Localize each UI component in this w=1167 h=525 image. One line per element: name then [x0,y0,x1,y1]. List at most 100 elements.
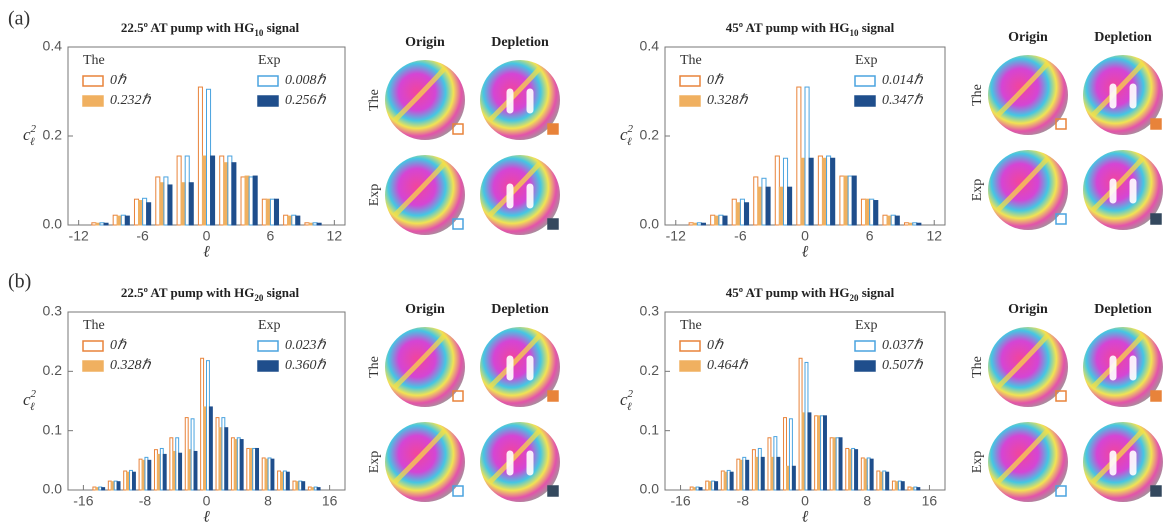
sphere-row-label: The [970,84,985,106]
y-tick-label: 0.0 [640,481,660,497]
legend-group: The [83,53,105,68]
bar [824,416,827,490]
bar [855,450,858,490]
marker-square [1151,391,1161,401]
bar [211,156,215,225]
bar [715,216,719,225]
bar [883,215,887,225]
x-tick-label: 6 [267,228,275,244]
bar [711,215,715,225]
bar [207,89,211,225]
bar [313,223,317,225]
bar [309,223,313,225]
bar [699,488,702,490]
legend-group: The [83,318,105,333]
legend-label: 0ℏ [110,338,127,353]
x-axis-label: ℓ [203,509,210,525]
bar [117,216,121,225]
y-label-sub: ℓ [627,136,632,148]
bar [730,472,733,490]
chart-title: 45º AT pump with HG10 signal [726,20,895,38]
bar [220,156,224,225]
bar [777,457,780,490]
x-axis-label: ℓ [802,509,809,525]
sphere-col-label: Origin [405,302,445,317]
bar [102,488,105,490]
bar [805,87,809,225]
bar [198,87,202,225]
bar [113,215,117,225]
legend-swatch [680,341,700,351]
bar [788,187,792,225]
bar [96,223,100,225]
bar [870,459,873,490]
bar [840,176,844,225]
y-axis-label: c2ℓ [23,388,37,413]
bar [808,413,811,490]
y-tick-label: 0.0 [640,216,660,232]
x-tick-label: 8 [863,493,871,509]
sphere-row-label: Exp [970,451,985,474]
x-tick-label: 12 [327,228,343,244]
y-tick-label: 0.0 [43,481,63,497]
y-tick-label: 0.2 [640,127,660,143]
sphere-col-label: Origin [1008,30,1048,45]
y-tick-label: 0.2 [640,362,660,378]
chart-title: 22.5º AT pump with HG20 signal [121,285,300,303]
bar [284,215,288,225]
bar [286,472,289,490]
bar [754,177,758,225]
y-label-sup: 2 [628,123,634,135]
x-tick-label: -6 [734,228,747,244]
panel-label: (b) [8,271,31,293]
x-tick-label: -6 [136,228,149,244]
sphere-row-label: The [367,356,382,378]
legend-swatch [855,76,875,86]
bar [848,176,852,225]
bar [160,183,164,225]
legend-swatch [258,361,278,371]
bar [870,199,874,225]
bar [117,482,120,490]
legend-label: 0.037ℏ [882,338,924,353]
legend-label: 0.360ℏ [285,358,327,373]
y-tick-label: 0.1 [43,421,63,437]
bar [909,223,913,225]
legend-label: 0.347ℏ [882,93,924,108]
bar [866,199,870,225]
x-tick-label: -8 [139,493,152,509]
marker-square [548,391,558,401]
bar [697,223,701,225]
bar [125,216,129,225]
x-tick-label: 0 [203,228,211,244]
title-text: signal [263,20,299,35]
bar [245,176,249,225]
x-tick-label: -16 [670,493,690,509]
legend-swatch [83,76,103,86]
bar [147,203,151,225]
bar [139,201,143,225]
bar [271,459,274,490]
bar [181,183,185,225]
title-text: 22.5º AT pump with HG [121,20,255,35]
bar [189,183,193,225]
x-tick-label: 16 [922,493,938,509]
x-axis-label: ℓ [802,244,809,261]
bar [177,156,181,225]
legend-swatch [258,76,278,86]
legend-swatch [258,96,278,106]
y-label-sub: ℓ [30,136,35,148]
bar [905,223,909,225]
bar [270,199,274,225]
bar [761,457,764,490]
legend-label: 0.014ℏ [882,73,924,88]
x-tick-label: -12 [666,228,686,244]
title-text: signal [858,285,894,300]
bar [732,199,736,225]
bar [852,176,856,225]
bar [917,223,921,225]
bar [274,199,278,225]
bar [134,199,138,225]
marker-square [1151,214,1161,224]
